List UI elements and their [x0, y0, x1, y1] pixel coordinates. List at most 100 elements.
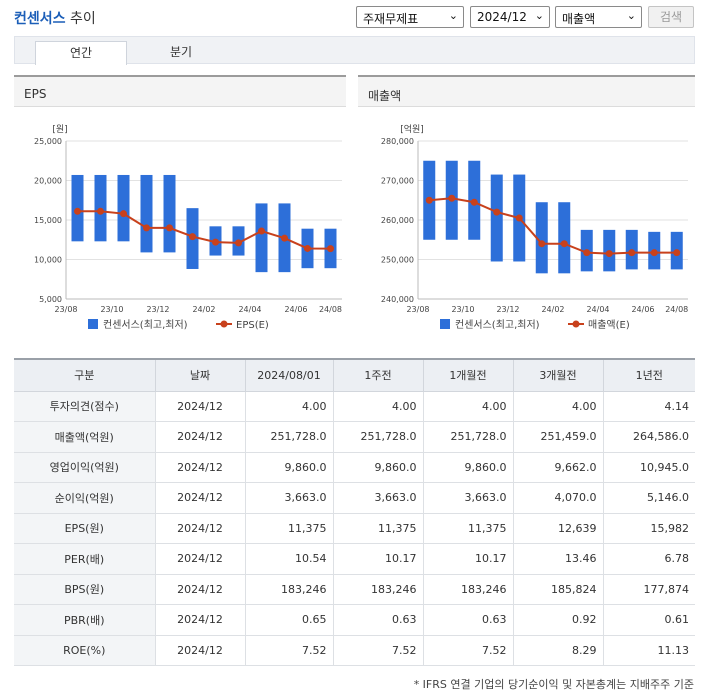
x-tick-label: 24/08: [665, 305, 688, 314]
sales-chart: [억원]280,000270,000260,000250,000240,0002…: [381, 123, 688, 331]
data-point: [258, 227, 265, 235]
y-tick-label: 15,000: [34, 216, 62, 225]
item-value: 매출액: [562, 12, 596, 26]
series-line: [77, 210, 331, 250]
table-cell: 251,459.0: [512, 421, 603, 453]
consensus-table: 구분 날짜 2024/08/01 1주전 1개월전 3개월전 1년전 투자의견(점수) 202…: [14, 358, 695, 666]
y-tick-label: 260,000: [381, 216, 414, 225]
table-cell: 9,860.0: [332, 452, 423, 483]
legend-label: 매출액(E): [588, 319, 630, 331]
table-row: BPS(원) 2024/12 183,246 183,246 183,246 185,82…: [14, 574, 695, 605]
tab-quarterly[interactable]: 분기: [169, 45, 193, 59]
y-axis-unit: [억원]: [400, 123, 424, 135]
data-point: [304, 244, 311, 252]
legend-label: 컨센서스(최고,최저): [455, 319, 540, 331]
table-cell: 0.63: [422, 604, 513, 636]
table-cell: 9,860.0: [422, 452, 513, 483]
table-cell: 183,246: [244, 574, 333, 605]
row-label: PBR(배): [14, 604, 155, 636]
row-date: 2024/12: [154, 391, 245, 422]
row-label: PER(배): [14, 543, 155, 575]
legend-label: EPS(E): [236, 320, 269, 331]
row-date: 2024/12: [154, 635, 245, 666]
table-cell: 10.17: [332, 543, 423, 575]
table-cell: 4,070.0: [512, 482, 603, 514]
y-tick-label: 250,000: [381, 256, 414, 265]
table-cell: 177,874: [602, 574, 695, 605]
table-row: 투자의견(점수) 2024/12 4.00 4.00 4.00 4.00 4.14: [14, 391, 695, 422]
legend-bar-swatch: [88, 319, 98, 329]
data-point: [673, 249, 681, 257]
table-cell: 11,375: [244, 513, 333, 544]
data-point: [166, 224, 173, 232]
y-tick-label: 270,000: [381, 177, 414, 186]
row-label: 투자의견(점수): [14, 391, 155, 422]
y-tick-label: 5,000: [39, 295, 62, 304]
search-button[interactable]: 검색: [648, 6, 694, 28]
range-bar: [140, 174, 153, 253]
table-row: PER(배) 2024/12 10.54 10.17 10.17 13.46 6.78: [14, 543, 695, 575]
tab-annual[interactable]: 연간: [35, 41, 127, 65]
y-axis-unit: [원]: [52, 124, 67, 135]
table-cell: 4.00: [244, 391, 333, 422]
table-row: ROE(%) 2024/12 7.52 7.52 7.52 8.29 11.13: [14, 635, 695, 666]
row-date: 2024/12: [154, 574, 245, 605]
row-date: 2024/12: [154, 543, 245, 575]
range-bar: [558, 202, 571, 274]
data-point: [448, 194, 456, 202]
chevron-down-icon: ⌄: [448, 9, 458, 22]
table-cell: 6.78: [602, 543, 695, 575]
table-row: PBR(배) 2024/12 0.65 0.63 0.63 0.92 0.61: [14, 604, 695, 636]
data-point: [515, 214, 523, 222]
table-cell: 251,728.0: [244, 421, 333, 453]
x-tick-label: 23/08: [406, 305, 429, 314]
row-date: 2024/12: [154, 421, 245, 453]
table-cell: 4.00: [512, 391, 603, 422]
data-point: [120, 210, 127, 218]
statement-type-value: 주재무제표: [363, 12, 419, 26]
y-tick-label: 25,000: [34, 137, 62, 146]
table-cell: 11,375: [422, 513, 513, 544]
table-cell: 7.52: [422, 635, 513, 666]
table-cell: 251,728.0: [422, 421, 513, 453]
series-line: [429, 197, 677, 255]
table-row: 매출액(억원) 2024/12 251,728.0 251,728.0 251,728.…: [14, 421, 695, 453]
legend-label: 컨센서스(최고,최저): [103, 319, 188, 331]
date-select[interactable]: 2024/12 ⌄: [470, 6, 550, 28]
table-cell: 11.13: [602, 635, 695, 666]
data-point: [97, 207, 104, 215]
table-header-row: 구분 날짜 2024/08/01 1주전 1개월전 3개월전 1년전: [14, 358, 695, 392]
table-row: EPS(원) 2024/12 11,375 11,375 11,375 12,639 15,…: [14, 513, 695, 544]
legend-line-marker: [220, 320, 228, 328]
y-tick-label: 10,000: [34, 256, 62, 265]
statement-type-select[interactable]: 주재무제표 ⌄: [356, 6, 464, 28]
range-bar: [255, 203, 268, 273]
x-tick-label: 24/02: [541, 305, 564, 314]
table-cell: 10.54: [244, 543, 333, 575]
x-tick-label: 24/06: [284, 305, 307, 314]
data-point: [327, 245, 334, 253]
table-cell: 8.29: [512, 635, 603, 666]
data-point: [650, 249, 658, 257]
column-header: 2024/08/01: [244, 358, 333, 392]
column-header: 1개월전: [422, 358, 513, 392]
table-cell: 7.52: [244, 635, 333, 666]
item-select[interactable]: 매출액 ⌄: [555, 6, 642, 28]
legend-bar-swatch: [440, 319, 450, 329]
table-cell: 251,728.0: [332, 421, 423, 453]
data-point: [470, 198, 478, 206]
panel-title: 매출액: [358, 75, 695, 107]
table-cell: 4.14: [602, 391, 695, 422]
data-point: [605, 250, 613, 258]
x-tick-label: 23/12: [496, 305, 519, 314]
row-date: 2024/12: [154, 452, 245, 483]
data-point: [143, 224, 150, 232]
row-date: 2024/12: [154, 604, 245, 636]
x-tick-label: 23/08: [54, 305, 77, 314]
range-bar: [163, 174, 176, 253]
table-cell: 0.63: [332, 604, 423, 636]
table-cell: 13.46: [512, 543, 603, 575]
chevron-down-icon: ⌄: [534, 9, 544, 22]
data-point: [538, 240, 546, 248]
row-label: 순이익(억원): [14, 482, 155, 514]
